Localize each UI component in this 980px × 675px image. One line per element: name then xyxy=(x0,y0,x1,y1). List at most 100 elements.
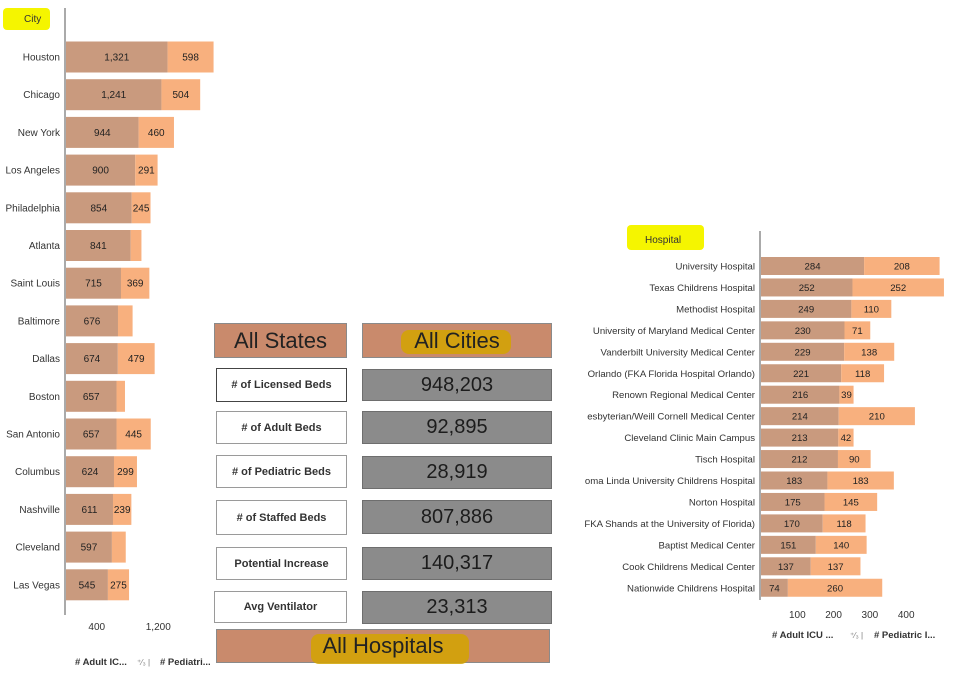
adult-bar xyxy=(761,321,845,340)
legend-separator: ⁺⁄₃ | xyxy=(137,658,150,667)
adult-value-label: 674 xyxy=(84,354,101,365)
pediatric-value-label: 210 xyxy=(869,412,885,423)
adult-value-label: 252 xyxy=(799,283,815,294)
adult-value-label: 611 xyxy=(82,505,98,516)
all-states-label: All States xyxy=(234,327,327,353)
licensed-beds-button[interactable]: # of Licensed Beds xyxy=(216,368,347,402)
adult-bar xyxy=(761,535,816,554)
adult-beds-number: 92,895 xyxy=(426,416,488,438)
adult-bar xyxy=(761,364,842,383)
pediatric-bar xyxy=(116,380,125,412)
category-label: Atlanta xyxy=(29,241,61,252)
pediatric-bar xyxy=(815,535,867,554)
potential-increase-button[interactable]: Potential Increase xyxy=(216,547,347,580)
x-tick-label: 200 xyxy=(825,610,842,621)
pediatric-value-label: 71 xyxy=(852,326,863,337)
adult-value-label: 175 xyxy=(785,497,801,508)
adult-bar xyxy=(66,230,131,261)
adult-value-label: 657 xyxy=(83,392,100,403)
pediatric-beds-value: 28,919 xyxy=(362,456,552,489)
category-label: Norton Hospital xyxy=(689,497,755,508)
adult-bar xyxy=(66,116,139,148)
category-label: Los Angeles xyxy=(6,166,61,177)
adult-value-label: 715 xyxy=(85,279,102,290)
pediatric-bar xyxy=(837,450,871,469)
adult-value-label: 545 xyxy=(79,580,96,591)
x-tick-label: 400 xyxy=(88,622,105,633)
adult-bar xyxy=(761,471,828,490)
adult-bar xyxy=(66,531,112,563)
pediatric-bar xyxy=(822,514,866,533)
pediatric-bar xyxy=(167,41,214,73)
pediatric-value-label: 118 xyxy=(836,519,851,530)
adult-value-label: 214 xyxy=(792,412,809,423)
all-cities-button[interactable]: All Cities xyxy=(362,323,552,358)
category-label: University Hospital xyxy=(676,262,755,273)
hospital-title-highlight xyxy=(627,225,704,250)
adult-beds-button[interactable]: # of Adult Beds xyxy=(216,411,347,444)
adult-bar xyxy=(66,305,118,337)
adult-bar xyxy=(66,192,132,224)
pediatric-bar xyxy=(138,116,174,148)
city-chart[interactable]: Houston 1,321 598 Chicago 1,241 504 New York 94… xyxy=(0,0,240,675)
pediatric-bar xyxy=(838,407,915,426)
pediatric-beds-number: 28,919 xyxy=(426,461,488,483)
legend-adult: # Adult ICU ... xyxy=(772,630,833,641)
category-label: Renown Regional Medical Center xyxy=(612,390,756,401)
adult-bar xyxy=(761,385,840,404)
hospital-chart-title: Hospital xyxy=(645,235,682,246)
pediatric-value-label: 208 xyxy=(894,262,910,273)
pediatric-bar xyxy=(839,385,854,404)
adult-value-label: 944 xyxy=(94,128,111,139)
pediatric-value-label: 145 xyxy=(843,497,859,508)
pediatric-beds-button[interactable]: # of Pediatric Beds xyxy=(216,455,347,488)
pediatric-bar xyxy=(113,456,137,488)
adult-value-label: 151 xyxy=(780,540,796,551)
category-label: Texas Childrens Hospital xyxy=(649,283,755,294)
pediatric-value-label: 140 xyxy=(833,540,849,551)
adult-value-label: 170 xyxy=(784,519,800,530)
pediatric-bar xyxy=(844,321,871,340)
pediatric-bar xyxy=(810,557,861,576)
staffed-beds-button[interactable]: # of Staffed Beds xyxy=(216,500,347,535)
avg-ventilator-number: 23,313 xyxy=(426,596,488,618)
category-label: Philadelphia xyxy=(6,203,61,214)
category-label: Baptist Medical Center xyxy=(658,540,755,551)
category-label: FKA Shands at the University of Florida) xyxy=(584,519,755,530)
adult-value-label: 221 xyxy=(793,369,809,380)
pediatric-value-label: 39 xyxy=(841,390,852,401)
x-tick-label: 100 xyxy=(789,610,806,621)
x-tick-label: 1,200 xyxy=(146,622,171,633)
pediatric-bar xyxy=(120,267,150,299)
category-label: University of Maryland Medical Center xyxy=(593,326,756,337)
adult-bar xyxy=(761,492,825,511)
all-states-button[interactable]: All States xyxy=(214,323,347,358)
adult-value-label: 74 xyxy=(769,583,780,594)
x-tick-label: 400 xyxy=(898,610,915,621)
adult-value-label: 183 xyxy=(786,476,802,487)
all-cities-label: All Cities xyxy=(414,327,500,353)
adult-value-label: 213 xyxy=(792,433,808,444)
pediatric-value-label: 369 xyxy=(127,279,144,290)
city-chart-title: City xyxy=(24,14,42,25)
pediatric-bar xyxy=(111,531,126,563)
pediatric-value-label: 504 xyxy=(172,90,189,101)
hospital-chart[interactable]: University Hospital 284 208 Texas Childrens… xyxy=(560,0,980,675)
adult-value-label: 900 xyxy=(92,166,109,177)
adult-bar xyxy=(761,514,823,533)
avg-ventilator-button[interactable]: Avg Ventilator xyxy=(214,591,347,623)
adult-value-label: 854 xyxy=(90,203,107,214)
category-label: Nashville xyxy=(19,505,60,516)
adult-value-label: 249 xyxy=(798,304,814,315)
all-hospitals-highlight xyxy=(311,634,469,664)
adult-bar xyxy=(66,569,108,601)
pediatric-value-label: 252 xyxy=(890,283,906,294)
adult-bar xyxy=(761,428,839,447)
pediatric-bar xyxy=(116,418,151,450)
adult-bar xyxy=(66,79,162,111)
category-label: Tisch Hospital xyxy=(695,455,755,466)
pediatric-value-label: 260 xyxy=(827,583,843,594)
adult-bar xyxy=(761,278,853,297)
all-hospitals-label: All Hospitals xyxy=(322,633,444,658)
all-hospitals-button[interactable]: All Hospitals xyxy=(216,629,550,664)
